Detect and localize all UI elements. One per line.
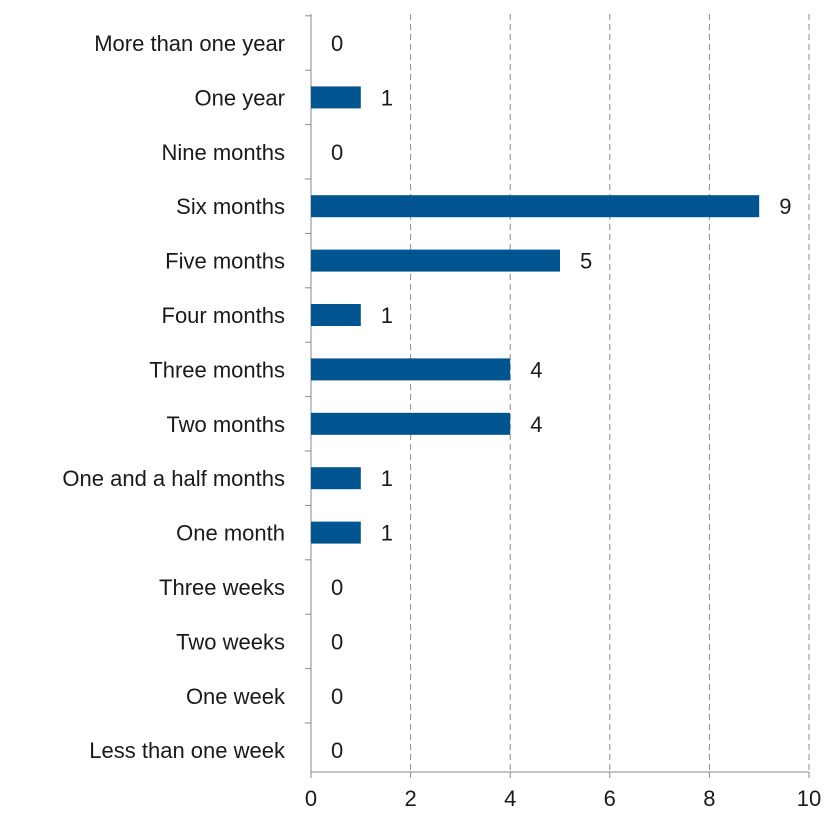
category-label: One month (176, 521, 285, 546)
category-label: Six months (176, 194, 285, 219)
category-label: Three months (149, 357, 285, 382)
category-label: Three weeks (159, 575, 285, 600)
axes (305, 14, 810, 778)
bar (311, 86, 361, 109)
value-label: 0 (331, 575, 343, 600)
value-label: 1 (381, 303, 393, 328)
value-label: 0 (331, 684, 343, 709)
value-label: 1 (381, 466, 393, 491)
x-tick-label: 6 (604, 786, 616, 811)
value-label: 1 (381, 521, 393, 546)
category-label: Less than one week (89, 738, 286, 763)
value-label: 1 (381, 85, 393, 110)
category-label: Two months (166, 412, 285, 437)
bar (311, 195, 760, 218)
bar (311, 412, 511, 435)
value-label: 5 (580, 249, 592, 274)
bar (311, 358, 511, 381)
category-label: One week (186, 684, 286, 709)
value-label: 0 (331, 140, 343, 165)
x-tick-label: 4 (504, 786, 516, 811)
value-label: 4 (530, 412, 542, 437)
category-label: Four months (162, 303, 286, 328)
x-tick-label: 2 (404, 786, 416, 811)
value-label: 0 (331, 31, 343, 56)
category-label: One and a half months (62, 466, 285, 491)
bar (311, 521, 361, 544)
category-label: More than one year (94, 31, 285, 56)
value-label: 9 (779, 194, 791, 219)
bar (311, 249, 560, 272)
x-tick-label: 10 (797, 786, 821, 811)
category-label: Nine months (161, 140, 285, 165)
category-label: Two weeks (176, 629, 285, 654)
bars (311, 86, 760, 544)
value-label: 0 (331, 738, 343, 763)
gridlines (410, 14, 810, 772)
bar (311, 304, 361, 326)
x-tick-label: 8 (703, 786, 715, 811)
x-tick-label: 0 (305, 786, 317, 811)
category-label: One year (195, 85, 286, 110)
value-label: 4 (530, 357, 542, 382)
bar (311, 467, 361, 490)
value-label: 0 (331, 629, 343, 654)
category-label: Five months (165, 249, 285, 274)
